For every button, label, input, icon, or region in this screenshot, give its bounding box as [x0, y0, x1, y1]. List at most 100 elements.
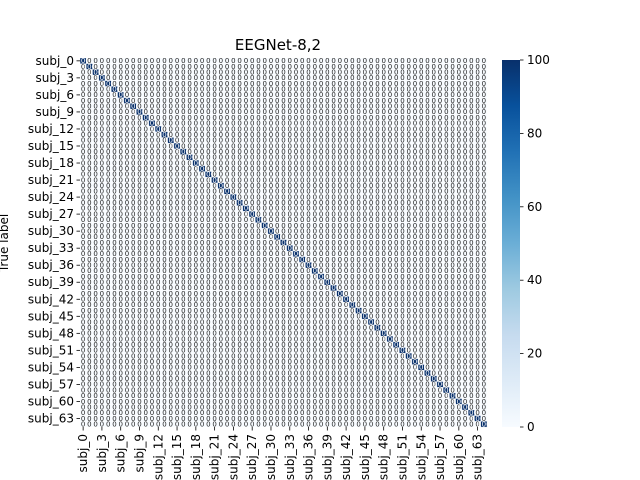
- heatmap-cell: [361, 58, 369, 64]
- heatmap-cell: [186, 86, 193, 93]
- heatmap-cell: [311, 63, 318, 70]
- heatmap-cell: [299, 63, 306, 70]
- heatmap-cell: [111, 75, 118, 81]
- heatmap-cell: [198, 75, 206, 81]
- heatmap-cell: [192, 80, 200, 87]
- heatmap-cell: [217, 58, 225, 64]
- heatmap-cell: [349, 75, 356, 81]
- heatmap-cell: [468, 63, 475, 70]
- heatmap-cell: [105, 75, 112, 81]
- heatmap-cell: [136, 86, 143, 93]
- heatmap-cell: [480, 69, 488, 76]
- heatmap-cell: [230, 86, 237, 93]
- heatmap-cell: [173, 69, 181, 76]
- heatmap-cell: [161, 69, 168, 76]
- heatmap-cell: [324, 58, 331, 64]
- heatmap-cell: [274, 58, 281, 64]
- heatmap-cell: [418, 63, 425, 70]
- heatmap-cell: [142, 58, 149, 64]
- heatmap-cell: [267, 80, 275, 87]
- heatmap-cell: [286, 69, 293, 76]
- heatmap-cell: [380, 86, 387, 93]
- heatmap-cell: [361, 75, 369, 81]
- heatmap-cell: [105, 80, 112, 87]
- heatmap-cell: [468, 58, 475, 64]
- heatmap-cell: [142, 69, 149, 76]
- heatmap-cell: [105, 69, 112, 76]
- heatmap-cell: [405, 69, 412, 76]
- heatmap-cell: [430, 86, 437, 93]
- heatmap-cell: [180, 80, 187, 87]
- heatmap-cell: [92, 86, 99, 93]
- heatmap-cell: [167, 80, 174, 87]
- heatmap-cell: [349, 58, 356, 64]
- heatmap-cell: [436, 58, 444, 64]
- heatmap-cell: [342, 63, 350, 70]
- heatmap-cell: [86, 86, 93, 93]
- heatmap-cell: [130, 69, 137, 76]
- heatmap-cell: [236, 80, 243, 87]
- heatmap-cell: [386, 86, 394, 93]
- heatmap-cell: [361, 80, 369, 87]
- heatmap-cell: [80, 75, 87, 81]
- heatmap-cell: [418, 86, 425, 93]
- heatmap-cell: [393, 58, 400, 64]
- heatmap-cell: [380, 63, 387, 70]
- heatmap-cell: [436, 69, 444, 76]
- heatmap-cell: [317, 75, 325, 81]
- heatmap-cell: [280, 80, 287, 87]
- heatmap-cell: [349, 63, 356, 70]
- heatmap-cell: [192, 86, 200, 93]
- heatmap-cell: [418, 58, 425, 64]
- heatmap-cell: [286, 75, 293, 81]
- heatmap-cell: [455, 58, 463, 64]
- heatmap-cell: [255, 75, 262, 81]
- heatmap-cell: [267, 86, 275, 93]
- heatmap-cell: [180, 86, 187, 93]
- heatmap-cell: [361, 86, 369, 93]
- heatmap-cell: [136, 80, 143, 87]
- heatmap-cell: [123, 58, 131, 64]
- heatmap-cell: [474, 86, 481, 93]
- heatmap-cell: [123, 63, 131, 70]
- heatmap-cell: [86, 58, 93, 64]
- heatmap-cell: [317, 58, 325, 64]
- heatmap-cell: [449, 80, 456, 87]
- heatmap-cell: [330, 75, 337, 81]
- heatmap-cell: [224, 69, 231, 76]
- heatmap-cell: [161, 63, 168, 70]
- heatmap-cell: [167, 86, 174, 93]
- heatmap-cell: [436, 80, 444, 87]
- heatmap-cell: [130, 80, 137, 87]
- heatmap-cell: [274, 63, 281, 70]
- heatmap-cell: [430, 58, 437, 64]
- heatmap-cell: [86, 80, 93, 87]
- heatmap-cell: [92, 75, 99, 81]
- heatmap-cell: [386, 69, 394, 76]
- heatmap-cell: [261, 58, 268, 64]
- heatmap-cell: [86, 63, 93, 70]
- heatmap-cell: [261, 86, 268, 93]
- heatmap-cell: [224, 63, 231, 70]
- heatmap-cell: [330, 58, 337, 64]
- heatmap-cell: [155, 86, 162, 93]
- heatmap-cell: [330, 80, 337, 87]
- heatmap-cell: [424, 75, 431, 81]
- heatmap-cell: [455, 80, 463, 87]
- heatmap-cell: [117, 75, 124, 81]
- heatmap-cell: [217, 86, 225, 93]
- heatmap-cell: [336, 63, 344, 70]
- heatmap-cell: [117, 63, 124, 70]
- heatmap-cell: [305, 86, 312, 93]
- heatmap-cell: [217, 63, 225, 70]
- heatmap-cell: [230, 63, 237, 70]
- heatmap-cell: [292, 86, 300, 93]
- heatmap-cell: [449, 69, 456, 76]
- heatmap-cell: [280, 86, 287, 93]
- heatmap-cell: [92, 80, 99, 87]
- heatmap-cell: [305, 75, 312, 81]
- heatmap-cell: [443, 86, 450, 93]
- heatmap-cell: [368, 63, 375, 70]
- heatmap-cell: [280, 69, 287, 76]
